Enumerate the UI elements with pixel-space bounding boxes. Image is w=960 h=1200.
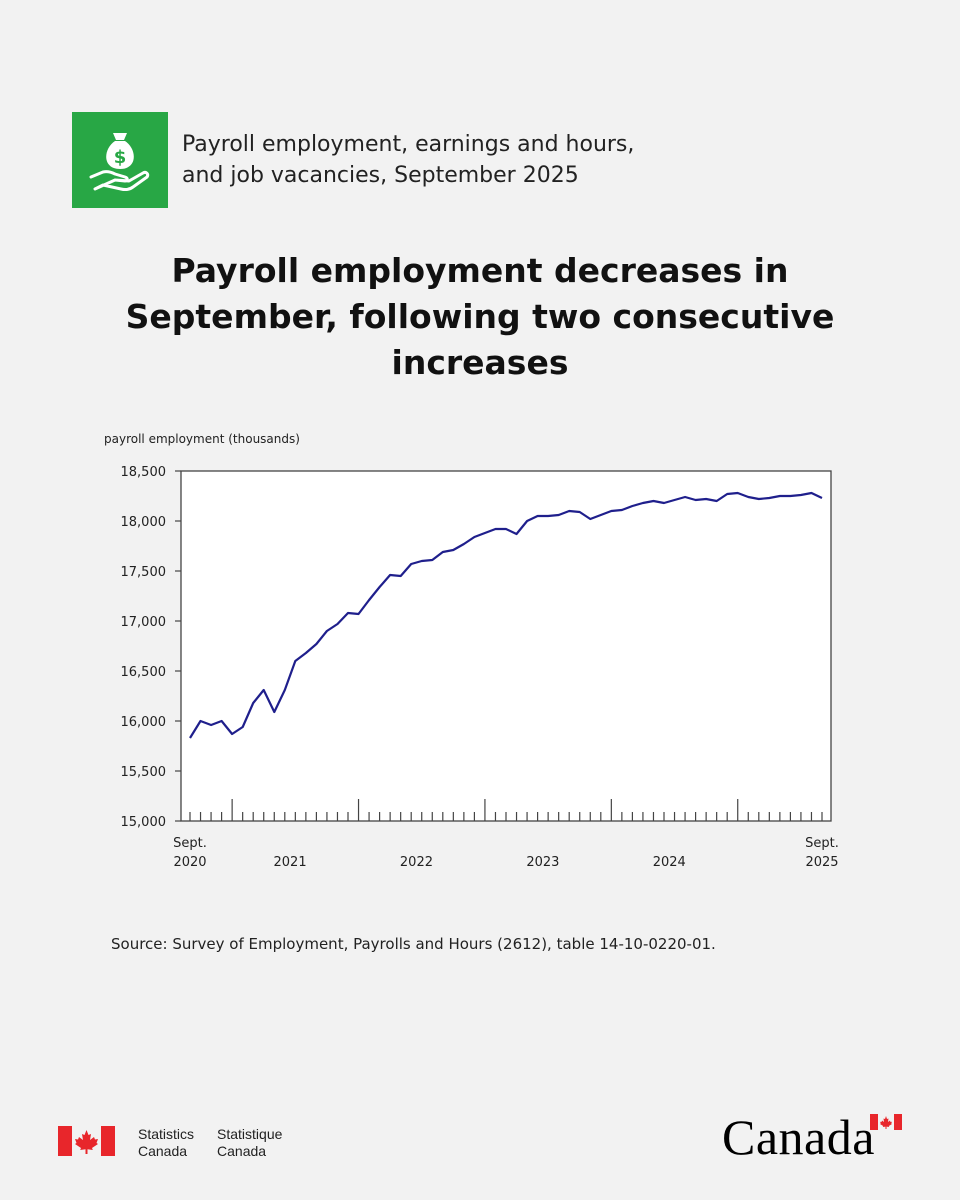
report-header: $ Payroll employment, earnings and hours… bbox=[72, 112, 742, 208]
subtitle-line-1: Payroll employment, earnings and hours, bbox=[182, 132, 635, 157]
title-line-3: increases bbox=[391, 343, 569, 382]
wordmark-flag-icon bbox=[870, 1114, 902, 1130]
series-line-payroll-employment bbox=[189, 491, 823, 739]
y-tick-label: 17,000 bbox=[121, 615, 167, 630]
signature-english: Statistics Canada bbox=[138, 1126, 194, 1160]
canada-fr-text: Canada bbox=[217, 1143, 267, 1159]
y-tick-label: 15,000 bbox=[121, 815, 167, 830]
canada-wordmark: Canada bbox=[722, 1109, 875, 1165]
y-tick-label: 17,500 bbox=[121, 565, 167, 580]
line-chart: payroll employment (thousands) 15,000 15,… bbox=[104, 432, 839, 870]
svg-text:$: $ bbox=[114, 147, 127, 168]
canada-flag-icon bbox=[58, 1126, 115, 1156]
report-subtitle: Payroll employment, earnings and hours, … bbox=[182, 129, 742, 191]
y-axis-label: payroll employment (thousands) bbox=[104, 432, 300, 446]
title-line-2: September, following two consecutive bbox=[125, 297, 835, 336]
money-bag-hand-icon: $ bbox=[72, 112, 168, 208]
title-line-1: Payroll employment decreases in bbox=[171, 251, 789, 290]
canada-text: Canada bbox=[138, 1143, 188, 1159]
x-start-month-label: Sept. bbox=[173, 836, 207, 851]
x-end-year-label: 2025 bbox=[805, 855, 838, 870]
y-tick-label: 15,500 bbox=[121, 765, 167, 780]
x-start-year-label: 2020 bbox=[173, 855, 206, 870]
x-end-month-label: Sept. bbox=[805, 836, 839, 851]
source-note: Source: Survey of Employment, Payrolls a… bbox=[111, 935, 716, 953]
x-year-label: 2023 bbox=[526, 855, 559, 870]
statistics-text: Statistics bbox=[138, 1126, 195, 1142]
plot-area bbox=[180, 470, 832, 822]
statistics-canada-signature: Statistics Canada Statistique Canada bbox=[58, 1126, 282, 1160]
page-title: Payroll employment decreases in Septembe… bbox=[80, 248, 880, 386]
y-tick-label: 18,000 bbox=[121, 515, 167, 530]
subtitle-line-2: and job vacancies, September 2025 bbox=[182, 163, 579, 188]
signature-french: Statistique Canada bbox=[217, 1126, 282, 1160]
statistique-text: Statistique bbox=[217, 1126, 283, 1142]
y-tick-label: 16,000 bbox=[121, 715, 167, 730]
x-year-label: 2024 bbox=[653, 855, 686, 870]
y-tick-label: 16,500 bbox=[121, 665, 167, 680]
x-year-label: 2021 bbox=[274, 855, 307, 870]
y-tick-label: 18,500 bbox=[121, 465, 167, 480]
x-year-label: 2022 bbox=[400, 855, 433, 870]
